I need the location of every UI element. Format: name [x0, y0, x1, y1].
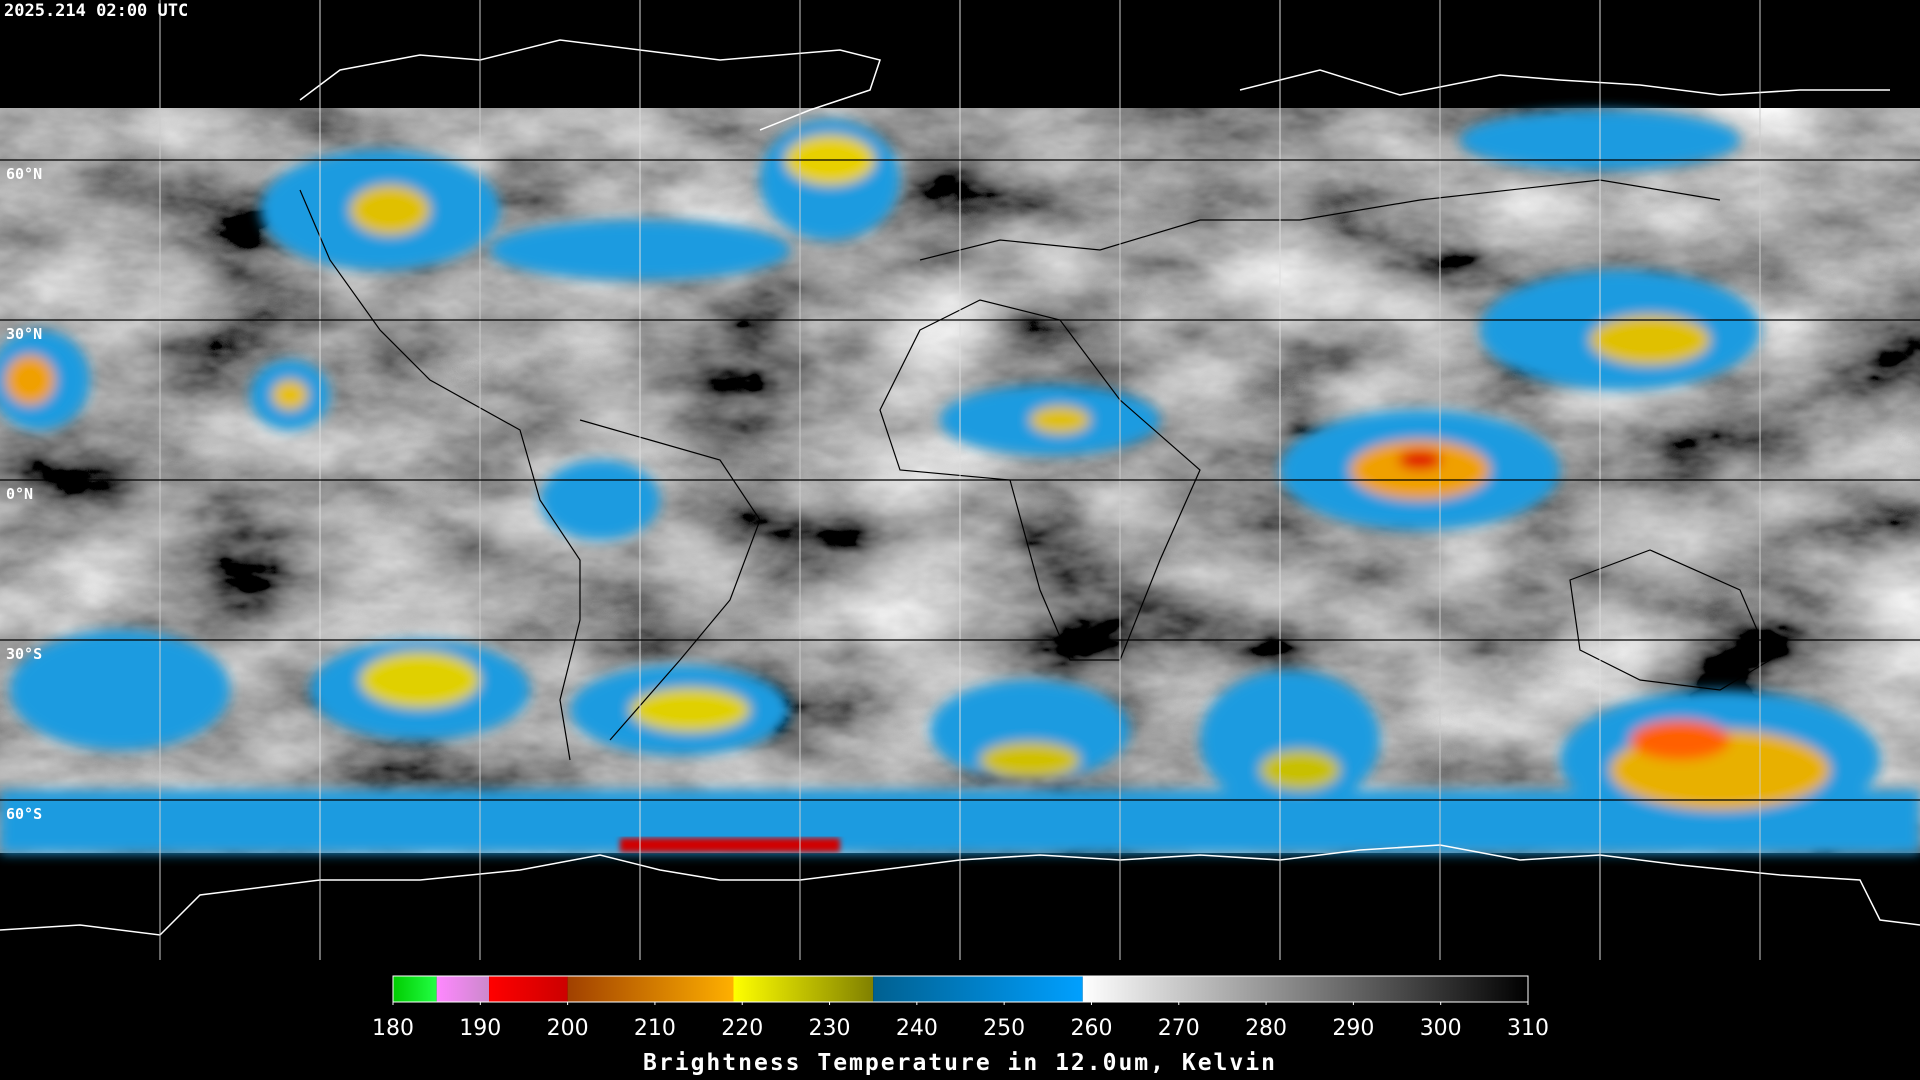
colorbar-tick-label: 310 — [1507, 1016, 1549, 1041]
colorbar-tick-label: 250 — [983, 1016, 1025, 1041]
land-outlines — [299, 179, 1771, 761]
colorbar-label: Brightness Temperature in 12.0um, Kelvin — [643, 1050, 1277, 1076]
colorbar-frame — [392, 975, 1529, 1003]
colorbar-segment — [393, 976, 437, 1002]
colorbar-tick-label: 280 — [1245, 1016, 1287, 1041]
colorbar-tick-label: 300 — [1420, 1016, 1462, 1041]
colorbar-tick-label: 290 — [1332, 1016, 1374, 1041]
colorbar-segment — [1082, 976, 1528, 1002]
latitude-label: 30°N — [6, 325, 42, 343]
timestamp: 2025.214 02:00 UTC — [4, 1, 188, 21]
colorbar-segment — [733, 976, 874, 1002]
colorbar-tick-label: 230 — [809, 1016, 851, 1041]
colorbar-tick-label: 180 — [372, 1016, 414, 1041]
colorbar-tick-label: 260 — [1070, 1016, 1112, 1041]
colorbar-tick-label: 240 — [896, 1016, 938, 1041]
colorbar-tick-label: 210 — [634, 1016, 676, 1041]
colorbar-tick-label: 200 — [547, 1016, 589, 1041]
graticule — [0, 0, 1920, 960]
colorbar-tick-label: 270 — [1158, 1016, 1200, 1041]
latitude-label: 60°S — [6, 805, 42, 823]
colorbar-segment — [567, 976, 734, 1002]
colorbar-segment — [489, 976, 568, 1002]
colorbar-tick-label: 220 — [721, 1016, 763, 1041]
latitude-label: 30°S — [6, 645, 42, 663]
latitude-label: 0°N — [6, 485, 33, 503]
ice-edge — [620, 838, 840, 852]
colorbar-segment — [873, 976, 1083, 1002]
colorbar-tick-label: 190 — [459, 1016, 501, 1041]
colorbar-segment — [436, 976, 490, 1002]
latitude-label: 60°N — [6, 165, 42, 183]
